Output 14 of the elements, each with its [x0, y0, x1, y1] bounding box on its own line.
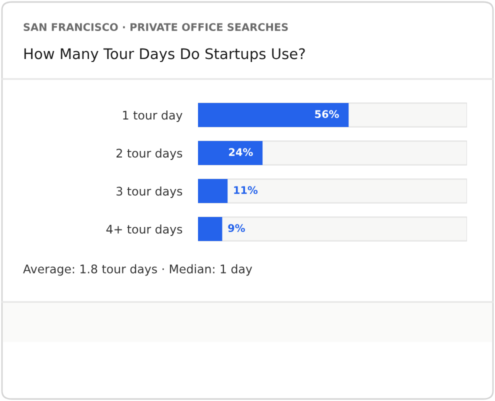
bar: [198, 179, 228, 203]
bar: [198, 141, 263, 165]
y-tick-label: 2 tour days: [116, 148, 182, 160]
y-tick-label: 1 tour day: [123, 110, 182, 122]
y-tick-label: 3 tour days: [116, 186, 182, 198]
data-label: 9%: [228, 224, 245, 232]
text: Average: 1.8 tour days · Median: 1 day: [23, 264, 252, 276]
data-label: 24%: [229, 148, 253, 156]
chart-title: How Many Tour Days Do Startups Use?: [24, 48, 305, 62]
bar: [198, 217, 222, 241]
data-label: 56%: [315, 110, 339, 118]
y-tick-label: 4+ tour days: [106, 224, 182, 236]
data-label: 11%: [234, 186, 258, 194]
chart-subtitle: SAN FRANCISCO · PRIVATE OFFICE SEARCHES: [24, 23, 288, 32]
